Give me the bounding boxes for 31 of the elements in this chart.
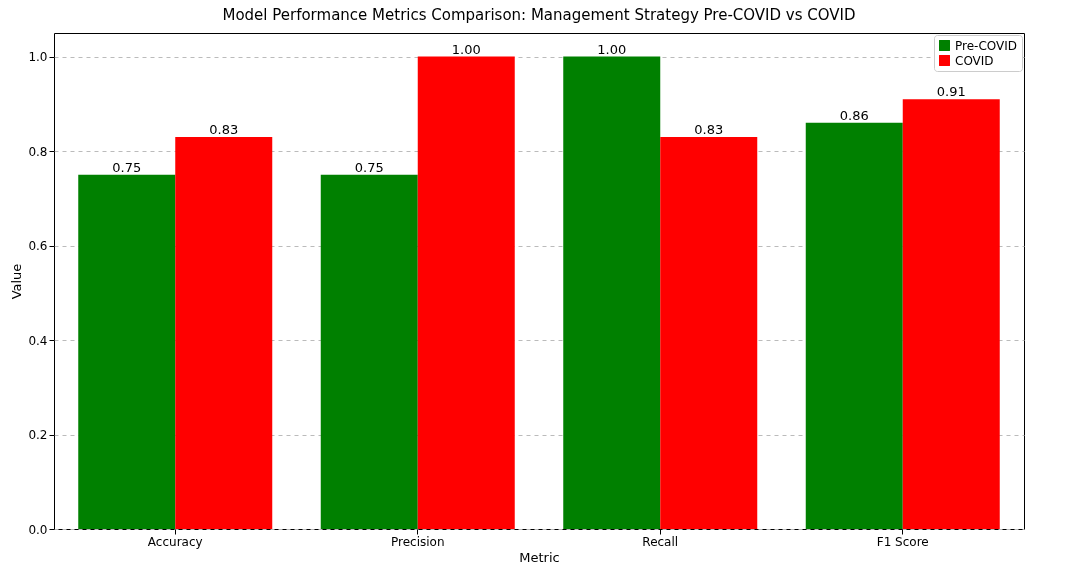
y-tick-label: 1.0 <box>28 50 48 65</box>
data-label: 0.91 <box>936 84 966 100</box>
bar <box>320 174 418 529</box>
bar <box>660 136 758 529</box>
y-tick-label: 0.2 <box>28 428 48 443</box>
legend-label: COVID <box>955 53 994 68</box>
bar <box>175 136 273 529</box>
y-tick-label: 0.0 <box>28 522 48 537</box>
y-axis-title: Value <box>9 263 25 300</box>
x-tick-label: Recall <box>642 534 679 549</box>
bar <box>805 122 903 529</box>
y-tick-label: 0.6 <box>28 239 48 254</box>
data-label: 0.83 <box>694 121 724 137</box>
data-label: 1.00 <box>451 41 481 57</box>
x-tick-label: Precision <box>390 534 445 549</box>
y-tick-label: 0.4 <box>28 333 48 348</box>
x-axis-title: Metric <box>519 549 560 565</box>
data-label: 0.83 <box>209 121 239 137</box>
bar <box>563 56 661 529</box>
data-label: 0.75 <box>112 159 142 175</box>
y-tick-label: 0.8 <box>28 144 48 159</box>
x-tick-label: Accuracy <box>147 534 203 549</box>
data-label: 1.00 <box>597 41 627 57</box>
bar <box>902 99 1000 529</box>
chart-title: Model Performance Metrics Comparison: Management Strategy Pre-COVID vs COVID <box>222 6 856 24</box>
legend-label: Pre-COVID <box>955 38 1018 53</box>
bar <box>78 174 176 529</box>
x-tick-label: F1 Score <box>876 534 929 549</box>
data-label: 0.86 <box>839 107 869 123</box>
bar <box>417 56 515 529</box>
data-label: 0.75 <box>354 159 384 175</box>
